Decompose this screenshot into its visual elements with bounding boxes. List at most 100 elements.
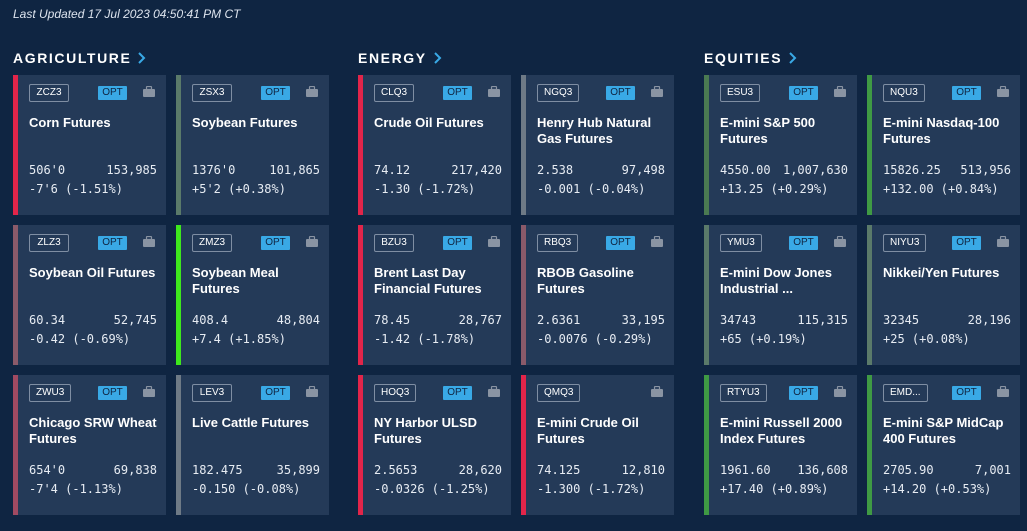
contract-name[interactable]: E-mini S&P MidCap 400 Futures xyxy=(883,415,1004,446)
contract-name[interactable]: Chicago SRW Wheat Futures xyxy=(29,415,157,446)
options-badge[interactable]: OPT xyxy=(952,386,981,400)
briefcase-icon[interactable] xyxy=(996,86,1010,98)
futures-card[interactable]: EMD... OPT E-mini S&P MidCap 400 Futures 27… xyxy=(867,375,1020,515)
volume: 28,620 xyxy=(458,463,502,477)
symbol-badge[interactable]: BZU3 xyxy=(374,234,414,252)
options-badge[interactable]: OPT xyxy=(261,386,290,400)
contract-name[interactable]: Crude Oil Futures xyxy=(374,115,484,130)
contract-name[interactable]: E-mini Nasdaq-100 Futures xyxy=(883,115,1000,146)
futures-card[interactable]: CLQ3 OPT Crude Oil Futures 74.12 217,420 -1.3… xyxy=(358,75,511,215)
futures-card[interactable]: ZCZ3 OPT Corn Futures 506'0 153,985 -7'6 (-1.… xyxy=(13,75,166,215)
contract-name[interactable]: Nikkei/Yen Futures xyxy=(883,265,1000,280)
symbol-badge[interactable]: YMU3 xyxy=(720,234,762,252)
briefcase-icon[interactable] xyxy=(305,386,319,398)
options-badge[interactable]: OPT xyxy=(443,236,472,250)
futures-card[interactable]: YMU3 OPT E-mini Dow Jones Industrial ... 34… xyxy=(704,225,857,365)
options-badge[interactable]: OPT xyxy=(261,86,290,100)
contract-name[interactable]: Brent Last Day Financial Futures xyxy=(374,265,482,296)
symbol-badge[interactable]: ZWU3 xyxy=(29,384,72,402)
symbol-badge[interactable]: HOQ3 xyxy=(374,384,417,402)
briefcase-icon[interactable] xyxy=(305,86,319,98)
futures-card[interactable]: BZU3 OPT Brent Last Day Financial Futures 7… xyxy=(358,225,511,365)
briefcase-icon[interactable] xyxy=(833,86,847,98)
contract-name[interactable]: Corn Futures xyxy=(29,115,111,130)
symbol-badge[interactable]: ZCZ3 xyxy=(29,84,69,102)
futures-card[interactable]: ESU3 OPT E-mini S&P 500 Futures 4550.00 1,00… xyxy=(704,75,857,215)
contract-name[interactable]: Soybean Futures xyxy=(192,115,298,130)
briefcase-icon[interactable] xyxy=(142,236,156,248)
symbol-badge[interactable]: CLQ3 xyxy=(374,84,415,102)
options-badge[interactable]: OPT xyxy=(98,236,127,250)
section-title: AGRICULTURE xyxy=(13,50,132,66)
change-value: +13.25 (+0.29%) xyxy=(720,182,829,196)
symbol-badge[interactable]: NGQ3 xyxy=(537,84,580,102)
briefcase-icon[interactable] xyxy=(996,386,1010,398)
symbol-badge[interactable]: NIYU3 xyxy=(883,234,927,252)
contract-name[interactable]: E-mini Dow Jones Industrial ... xyxy=(720,265,832,296)
price-volume-row: 15826.25 513,956 xyxy=(883,163,1011,177)
options-badge[interactable]: OPT xyxy=(261,236,290,250)
briefcase-icon[interactable] xyxy=(305,236,319,248)
briefcase-icon[interactable] xyxy=(142,86,156,98)
contract-name[interactable]: Henry Hub Natural Gas Futures xyxy=(537,115,652,146)
contract-name[interactable]: Live Cattle Futures xyxy=(192,415,310,430)
briefcase-icon[interactable] xyxy=(833,386,847,398)
briefcase-icon[interactable] xyxy=(487,236,501,248)
symbol-badge[interactable]: LEV3 xyxy=(192,384,232,402)
symbol-badge[interactable]: EMD... xyxy=(883,384,928,402)
options-badge[interactable]: OPT xyxy=(98,86,127,100)
futures-card[interactable]: NQU3 OPT E-mini Nasdaq-100 Futures 15826.25… xyxy=(867,75,1020,215)
last-price: 506'0 xyxy=(29,163,66,177)
symbol-badge[interactable]: RBQ3 xyxy=(537,234,579,252)
briefcase-icon[interactable] xyxy=(650,386,664,398)
symbol-badge[interactable]: ZSX3 xyxy=(192,84,232,102)
last-price: 34743 xyxy=(720,313,757,327)
contract-name[interactable]: Soybean Meal Futures xyxy=(192,265,279,296)
contract-name[interactable]: RBOB Gasoline Futures xyxy=(537,265,634,296)
futures-card[interactable]: ZLZ3 OPT Soybean Oil Futures 60.34 52,745 -0.… xyxy=(13,225,166,365)
last-price: 78.45 xyxy=(374,313,411,327)
section-title-link[interactable]: ENERGY xyxy=(358,50,693,66)
briefcase-icon[interactable] xyxy=(487,386,501,398)
symbol-badge[interactable]: ZLZ3 xyxy=(29,234,69,252)
contract-name[interactable]: NY Harbor ULSD Futures xyxy=(374,415,478,446)
futures-card[interactable]: HOQ3 OPT NY Harbor ULSD Futures 2.5653 28,62… xyxy=(358,375,511,515)
symbol-badge[interactable]: ESU3 xyxy=(720,84,761,102)
options-badge[interactable]: OPT xyxy=(606,236,635,250)
contract-name[interactable]: E-mini Crude Oil Futures xyxy=(537,415,639,446)
last-price: 74.12 xyxy=(374,163,411,177)
options-badge[interactable]: OPT xyxy=(952,86,981,100)
contract-name[interactable]: E-mini S&P 500 Futures xyxy=(720,115,816,146)
symbol-badge[interactable]: QMQ3 xyxy=(537,384,581,402)
briefcase-icon[interactable] xyxy=(142,386,156,398)
contract-name[interactable]: Soybean Oil Futures xyxy=(29,265,156,280)
futures-card[interactable]: ZSX3 OPT Soybean Futures 1376'0 101,865 +5'2 … xyxy=(176,75,329,215)
futures-card[interactable]: ZWU3 OPT Chicago SRW Wheat Futures 654'0 69,… xyxy=(13,375,166,515)
symbol-badge[interactable]: ZMZ3 xyxy=(192,234,233,252)
futures-card[interactable]: RBQ3 OPT RBOB Gasoline Futures 2.6361 33,195… xyxy=(521,225,674,365)
symbol-badge[interactable]: RTYU3 xyxy=(720,384,767,402)
options-badge[interactable]: OPT xyxy=(606,86,635,100)
options-badge[interactable]: OPT xyxy=(952,236,981,250)
section-title-link[interactable]: AGRICULTURE xyxy=(13,50,348,66)
options-badge[interactable]: OPT xyxy=(789,86,818,100)
contract-name[interactable]: E-mini Russell 2000 Index Futures xyxy=(720,415,843,446)
options-badge[interactable]: OPT xyxy=(789,236,818,250)
symbol-badge[interactable]: NQU3 xyxy=(883,84,925,102)
futures-card[interactable]: NIYU3 OPT Nikkei/Yen Futures 32345 28,196 +25… xyxy=(867,225,1020,365)
briefcase-icon[interactable] xyxy=(996,236,1010,248)
options-badge[interactable]: OPT xyxy=(443,386,472,400)
briefcase-icon[interactable] xyxy=(650,86,664,98)
briefcase-icon[interactable] xyxy=(650,236,664,248)
futures-card[interactable]: NGQ3 OPT Henry Hub Natural Gas Futures 2.53… xyxy=(521,75,674,215)
briefcase-icon[interactable] xyxy=(833,236,847,248)
options-badge[interactable]: OPT xyxy=(789,386,818,400)
futures-card[interactable]: RTYU3 OPT E-mini Russell 2000 Index Future… xyxy=(704,375,857,515)
futures-card[interactable]: ZMZ3 OPT Soybean Meal Futures 408.4 48,804 +7… xyxy=(176,225,329,365)
futures-card[interactable]: QMQ3 E-mini Crude Oil Futures 74.125 12,810… xyxy=(521,375,674,515)
briefcase-icon[interactable] xyxy=(487,86,501,98)
futures-card[interactable]: LEV3 OPT Live Cattle Futures 182.475 35,899 -… xyxy=(176,375,329,515)
section-title-link[interactable]: EQUITIES xyxy=(704,50,1027,66)
options-badge[interactable]: OPT xyxy=(98,386,127,400)
options-badge[interactable]: OPT xyxy=(443,86,472,100)
